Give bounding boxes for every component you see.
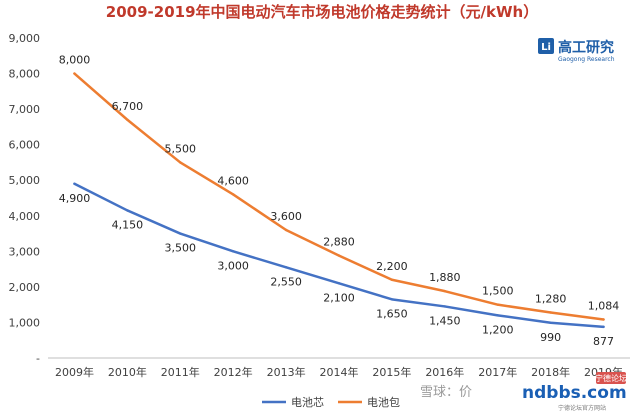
data-label: 2,100 — [323, 291, 355, 304]
y-tick-label: 9,000 — [9, 32, 41, 45]
x-tick-label: 2018年 — [531, 365, 570, 379]
data-point — [73, 182, 76, 185]
data-label: 6,700 — [112, 100, 144, 113]
data-label: 990 — [540, 331, 561, 344]
data-point — [496, 314, 499, 317]
data-label: 8,000 — [59, 54, 91, 67]
brand-logo-name: 高工研究 — [558, 39, 614, 56]
data-point — [390, 278, 394, 281]
y-tick-label: 5,000 — [9, 174, 41, 187]
x-tick-label: 2009年 — [55, 365, 94, 379]
data-point — [602, 325, 605, 329]
data-point — [602, 318, 605, 321]
brand-logo-mark-text: Li — [541, 42, 551, 53]
data-point — [284, 228, 288, 232]
data-label: 3,600 — [270, 210, 302, 223]
data-point — [179, 232, 182, 235]
data-label: 877 — [593, 335, 614, 348]
x-tick-label: 2014年 — [320, 365, 359, 379]
x-tick-label: 2010年 — [108, 365, 147, 379]
data-point — [443, 289, 447, 293]
y-tick-label: 1,000 — [9, 316, 41, 329]
data-point — [231, 250, 235, 253]
brand-logo-subtitle: Gaogong Research — [558, 56, 615, 63]
watermark-badge-text: 宁德论坛 — [595, 373, 627, 383]
data-point — [337, 282, 341, 285]
watermark-right-text: ndbbs.com — [522, 383, 627, 403]
x-tick-label: 2011年 — [161, 365, 200, 379]
y-tick-label: 8,000 — [9, 68, 41, 81]
data-point — [443, 305, 447, 308]
data-label: 2,880 — [323, 236, 355, 249]
x-tick-label: 2015年 — [372, 365, 411, 379]
data-label: 1,450 — [429, 314, 461, 327]
x-axis: 2009年 2010年 2011年 2012年 2013年 2014年 2015年 2016年… — [48, 357, 630, 379]
data-point — [231, 193, 235, 196]
data-label: 1,500 — [482, 285, 514, 298]
data-label: 1,650 — [376, 307, 408, 320]
brand-logo: Li 高工研究 Gaogong Research — [538, 38, 615, 63]
data-point — [126, 118, 129, 121]
data-point — [549, 321, 552, 324]
watermark: 雪球：价 ndbbs.com 宁德论坛 宁德论坛官方网站 — [420, 372, 627, 412]
data-point — [73, 72, 76, 75]
data-point — [284, 266, 288, 269]
data-label-layer: 4,900 4,150 3,500 3,000 2,550 2,100 1,650 1,450… — [59, 54, 620, 348]
series-layer — [73, 72, 605, 329]
y-tick-label: 7,000 — [9, 103, 41, 116]
data-point — [390, 298, 394, 301]
watermark-tagline: 宁德论坛官方网站 — [558, 404, 606, 412]
x-tick-label: 2012年 — [214, 365, 253, 379]
brand-logo-mark — [538, 38, 554, 54]
x-tick-label: 2013年 — [267, 365, 306, 379]
data-point — [549, 311, 552, 314]
y-axis: - 1,000 2,000 3,000 4,000 5,000 6,000 7,000 8,00… — [9, 32, 41, 365]
watermark-badge-bg — [596, 372, 626, 384]
data-point — [179, 161, 182, 164]
data-label: 1,200 — [482, 323, 514, 336]
chart-title: 2009-2019年中国电动汽车市场电池价格走势统计（元/kWh） — [106, 3, 538, 21]
legend: 电池芯 电池包 — [262, 395, 400, 409]
y-tick-label: - — [36, 352, 40, 365]
y-tick-label: 3,000 — [9, 245, 41, 258]
x-tick-label: 2017年 — [478, 365, 517, 379]
data-label: 1,880 — [429, 271, 461, 284]
data-label: 3,000 — [217, 259, 249, 272]
data-label: 4,900 — [59, 192, 91, 205]
data-label: 5,500 — [165, 142, 197, 155]
data-label: 2,200 — [376, 260, 408, 273]
data-point — [337, 254, 341, 257]
data-point — [496, 303, 499, 306]
data-label: 2,550 — [270, 275, 302, 288]
y-tick-label: 6,000 — [9, 139, 41, 152]
watermark-left-text: 雪球：价 — [420, 385, 472, 400]
data-label: 3,500 — [165, 242, 197, 255]
legend-label-pack: 电池包 — [367, 396, 400, 409]
data-label: 4,150 — [112, 218, 144, 231]
data-label: 1,084 — [588, 299, 620, 312]
data-label: 1,280 — [535, 292, 567, 305]
data-point — [126, 209, 129, 212]
data-label: 4,600 — [217, 174, 249, 187]
legend-label-cell: 电池芯 — [291, 395, 324, 409]
x-tick-label: 2016年 — [425, 365, 464, 379]
y-tick-label: 4,000 — [9, 210, 41, 223]
y-tick-label: 2,000 — [9, 281, 41, 294]
